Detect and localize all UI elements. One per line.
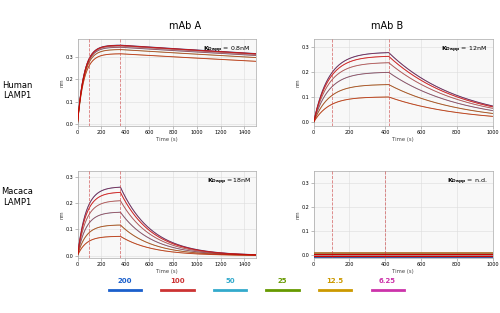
Text: 200: 200 [118,278,132,284]
Text: 12.5: 12.5 [326,278,344,284]
Text: $\mathbf{K_{Dapp}}$ = 0.8nM: $\mathbf{K_{Dapp}}$ = 0.8nM [204,44,251,54]
Text: $\mathbf{K_{Dapp}}$ = 12nM: $\mathbf{K_{Dapp}}$ = 12nM [442,44,487,54]
Text: 25: 25 [278,278,287,284]
X-axis label: Time (s): Time (s) [156,137,178,141]
Text: 100: 100 [170,278,185,284]
Text: $\mathbf{K_{Dapp}}$ =18nM: $\mathbf{K_{Dapp}}$ =18nM [207,177,251,187]
Text: Human
LAMP1: Human LAMP1 [2,81,32,100]
Y-axis label: nm: nm [59,210,64,219]
X-axis label: Time (s): Time (s) [392,269,414,274]
X-axis label: Time (s): Time (s) [392,137,414,141]
Text: Macaca
LAMP1: Macaca LAMP1 [2,187,34,207]
Text: 6.25: 6.25 [379,278,396,284]
Y-axis label: nm: nm [59,78,64,87]
Y-axis label: nm: nm [296,78,300,87]
Text: 50: 50 [225,278,235,284]
Text: mAb B: mAb B [372,21,404,31]
Y-axis label: nm: nm [296,210,300,219]
X-axis label: Time (s): Time (s) [156,269,178,274]
Text: mAb A: mAb A [169,21,201,31]
Text: $\mathbf{K_{Dapp}}$ = n.d.: $\mathbf{K_{Dapp}}$ = n.d. [447,177,487,187]
